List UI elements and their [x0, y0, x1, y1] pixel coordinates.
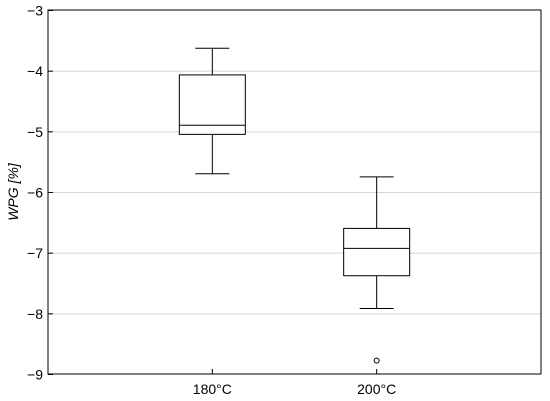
x-tick-label: 180°C [193, 381, 232, 397]
outlier-point [373, 357, 380, 364]
y-tick-label: −3 [27, 3, 43, 19]
box-2 [343, 176, 411, 364]
y-tick-label: −6 [27, 185, 43, 201]
x-axis-ticks: 180°C 200°C [193, 369, 396, 397]
y-tick-label: −8 [27, 306, 43, 322]
y-tick-label: −7 [27, 245, 43, 261]
y-axis-ticks: −3 −4 −5 −6 −7 −8 −9 [27, 3, 53, 383]
y-tick-label: −9 [27, 367, 43, 383]
y-tick-label: −4 [27, 63, 43, 79]
boxes-group [178, 47, 411, 364]
y-tick-label: −5 [27, 124, 43, 140]
y-axis-title: WPG [%] [5, 162, 21, 221]
x-tick-label: 200°C [357, 381, 396, 397]
iqr-box [343, 227, 411, 277]
iqr-box [178, 74, 246, 135]
box-1 [178, 47, 246, 175]
grid-lines [48, 70, 541, 315]
